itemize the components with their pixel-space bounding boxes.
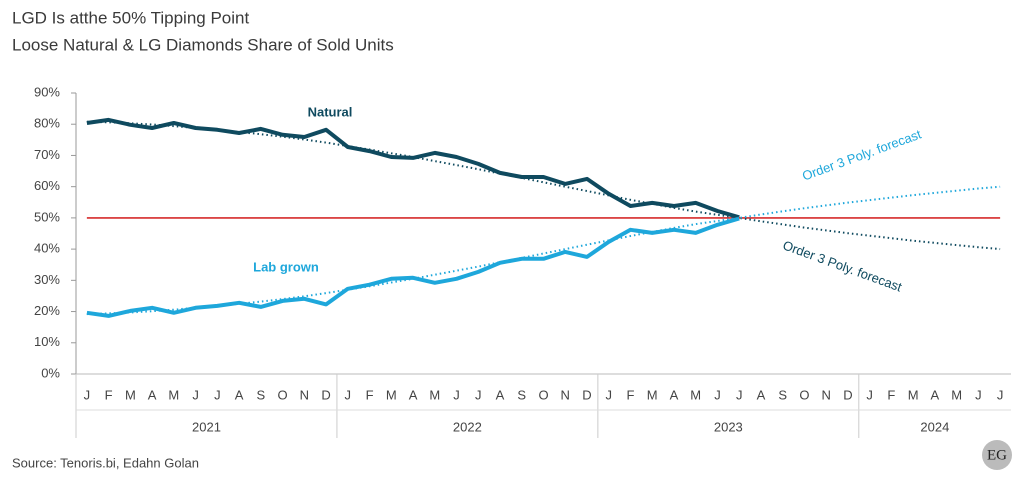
series-label: Natural: [308, 104, 353, 119]
trend-label: Order 3 Poly. forecast: [781, 237, 904, 294]
year-label: 2022: [453, 419, 482, 434]
x-tick-label: F: [887, 387, 895, 402]
series-label: Lab grown: [253, 259, 319, 274]
series-line: [86, 216, 740, 318]
x-tick-label: J: [84, 387, 91, 402]
x-tick-label: A: [757, 387, 766, 402]
x-tick-label: S: [256, 387, 265, 402]
x-tick-label: M: [386, 387, 397, 402]
x-tick-label: J: [714, 387, 721, 402]
y-tick-label: 0%: [41, 365, 60, 380]
x-tick-label: J: [214, 387, 221, 402]
x-tick-label: M: [125, 387, 136, 402]
x-tick-label: J: [475, 387, 482, 402]
source: Source: Tenoris.bi, Edahn Golan: [12, 455, 199, 470]
x-tick-label: N: [821, 387, 830, 402]
x-tick-label: S: [778, 387, 787, 402]
x-tick-label: A: [235, 387, 244, 402]
x-tick-label: A: [409, 387, 418, 402]
x-tick-label: O: [278, 387, 288, 402]
x-tick-label: J: [997, 387, 1004, 402]
x-tick-label: M: [908, 387, 919, 402]
y-tick-label: 40%: [34, 241, 60, 256]
year-label: 2021: [192, 419, 221, 434]
badge-circle: [982, 440, 1012, 470]
x-tick-label: M: [429, 387, 440, 402]
x-tick-label: J: [736, 387, 743, 402]
x-tick-label: J: [192, 387, 199, 402]
x-tick-label: D: [321, 387, 330, 402]
x-tick-label: F: [627, 387, 635, 402]
y-tick-label: 50%: [34, 209, 60, 224]
y-tick-label: 60%: [34, 178, 60, 193]
x-tick-label: M: [690, 387, 701, 402]
chart-title: LGD Is atthe 50% Tipping Point: [12, 8, 249, 27]
year-label: 2023: [714, 419, 743, 434]
chart-subtitle: Loose Natural & LG Diamonds Share of Sol…: [12, 35, 394, 54]
x-tick-label: O: [799, 387, 809, 402]
x-tick-label: F: [366, 387, 374, 402]
y-tick-label: 90%: [34, 84, 60, 99]
x-tick-label: J: [866, 387, 873, 402]
year-label: 2024: [920, 419, 949, 434]
x-tick-label: M: [951, 387, 962, 402]
x-tick-label: D: [843, 387, 852, 402]
x-tick-label: O: [538, 387, 548, 402]
x-tick-label: D: [582, 387, 591, 402]
x-tick-label: J: [453, 387, 460, 402]
x-tick-label: F: [105, 387, 113, 402]
x-tick-label: A: [931, 387, 940, 402]
badge: EG: [987, 447, 1007, 463]
x-tick-label: A: [670, 387, 679, 402]
y-tick-label: 70%: [34, 147, 60, 162]
trend-line: [86, 185, 1001, 316]
x-tick-label: J: [975, 387, 982, 402]
trend-label: Order 3 Poly. forecast: [800, 126, 923, 183]
x-tick-label: S: [517, 387, 526, 402]
series-line: [86, 117, 740, 220]
y-tick-label: 30%: [34, 272, 60, 287]
x-tick-label: N: [300, 387, 309, 402]
x-tick-label: A: [148, 387, 157, 402]
y-tick-label: 80%: [34, 116, 60, 131]
y-tick-label: 20%: [34, 303, 60, 318]
x-tick-label: N: [561, 387, 570, 402]
x-tick-label: J: [345, 387, 352, 402]
y-tick-label: 10%: [34, 334, 60, 349]
x-tick-label: J: [605, 387, 612, 402]
trend-line: [86, 120, 1001, 251]
x-tick-label: M: [168, 387, 179, 402]
x-tick-label: A: [496, 387, 505, 402]
x-tick-label: M: [647, 387, 658, 402]
